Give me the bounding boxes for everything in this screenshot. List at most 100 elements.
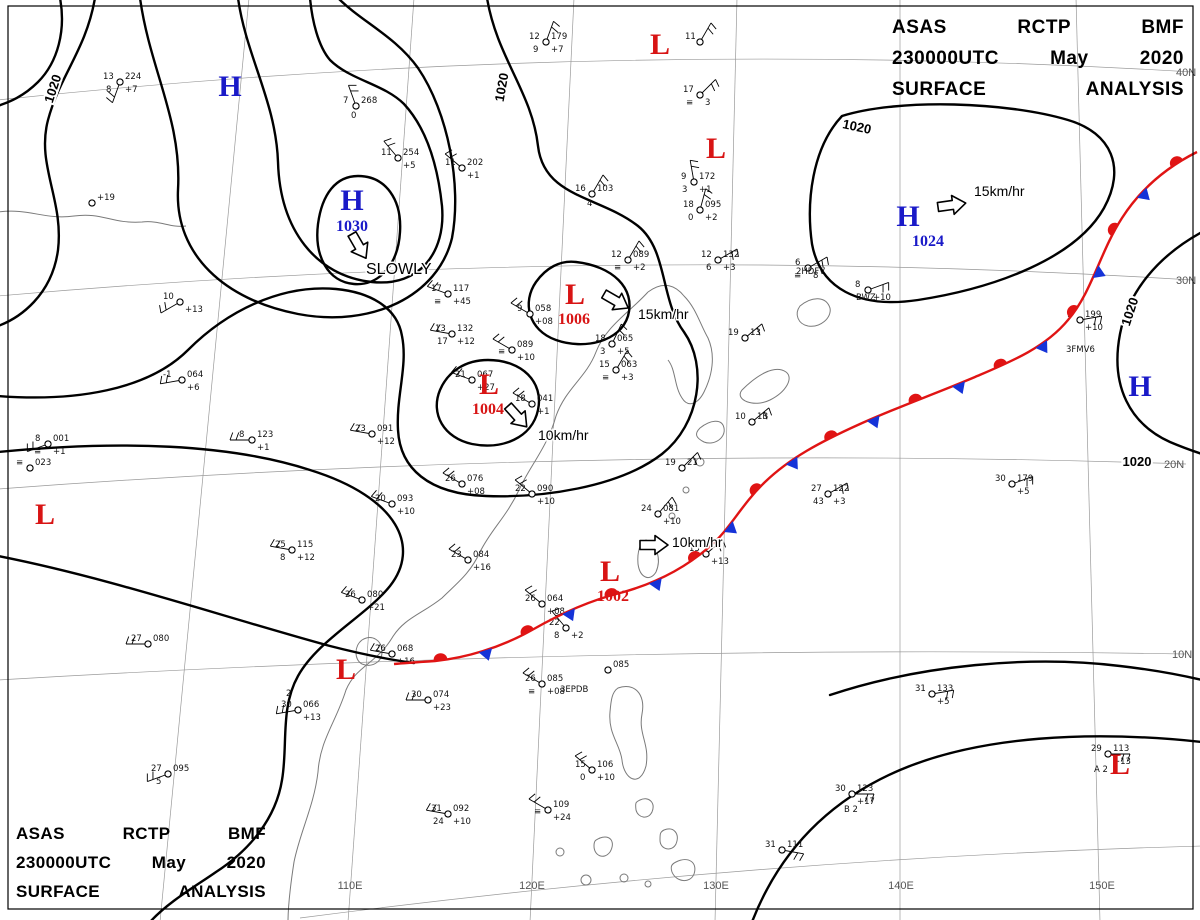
wind-barb-tick bbox=[846, 482, 849, 491]
station-value: +45 bbox=[453, 297, 471, 307]
misc-label: 2HDFV bbox=[796, 267, 825, 277]
warm-front-semicircle bbox=[749, 483, 762, 496]
station-circle bbox=[248, 436, 256, 444]
front-marker-warm bbox=[688, 551, 701, 563]
wind-barb-tick bbox=[164, 302, 167, 311]
wind-barb bbox=[751, 407, 770, 423]
front-marker-cold bbox=[562, 608, 575, 622]
wind-barb-tick bbox=[705, 188, 713, 194]
pressure-letter: H bbox=[1128, 370, 1151, 403]
island bbox=[668, 512, 676, 520]
station-value: 27 bbox=[151, 764, 162, 774]
station-value: 3 bbox=[682, 185, 687, 195]
station-value: 30 bbox=[411, 690, 422, 700]
station-value: 117 bbox=[453, 284, 469, 294]
latitude-label: 20N bbox=[1164, 459, 1184, 471]
wind-barb-tick bbox=[529, 589, 537, 595]
wind-barb bbox=[270, 545, 293, 551]
front-marker-cold bbox=[1092, 265, 1106, 279]
station: 17 117 ≡ +45 bbox=[426, 280, 471, 307]
cold-front-triangle bbox=[951, 381, 965, 395]
wind-barb bbox=[524, 589, 543, 605]
title-line-2: 230000UTC May 2020 bbox=[16, 853, 266, 872]
station: 30 074 +23 bbox=[405, 690, 451, 713]
longitude-label: 150E bbox=[1089, 880, 1115, 892]
isobar bbox=[435, 358, 541, 447]
station-value: 8 bbox=[554, 631, 559, 641]
wind-barb-tick bbox=[229, 432, 234, 441]
parallel-line bbox=[0, 457, 1187, 490]
wind-barb-tick bbox=[736, 248, 739, 257]
wind-barb bbox=[1011, 476, 1033, 485]
wind-barb-tick bbox=[517, 390, 525, 397]
station-value: 17 bbox=[683, 85, 694, 95]
station-circle bbox=[116, 78, 124, 86]
wind-barb-tick bbox=[722, 539, 727, 548]
title-line-1: ASAS RCTP BMF bbox=[892, 17, 1184, 38]
station: 13 224 8 +7 bbox=[103, 72, 141, 104]
station-value: ≡ bbox=[686, 98, 693, 108]
wind-barb-tick bbox=[626, 350, 633, 358]
wind-barb bbox=[383, 140, 399, 159]
station: 109 ≡ +24 bbox=[528, 793, 571, 823]
wind-barb-tick bbox=[387, 142, 396, 147]
isobar bbox=[808, 103, 1116, 304]
station-value: +10 bbox=[663, 517, 681, 527]
station: 24 081 +10 bbox=[641, 496, 681, 527]
wind-barb-tick bbox=[951, 690, 955, 699]
station-circle bbox=[528, 490, 536, 498]
station-value: +10 bbox=[597, 773, 615, 783]
wind-barb bbox=[867, 282, 889, 291]
station-value: +13 bbox=[1113, 757, 1131, 767]
cold-front-triangle bbox=[723, 521, 737, 534]
station-value: 8 bbox=[280, 553, 285, 563]
station-value: 0 bbox=[688, 213, 693, 223]
station-circle bbox=[508, 346, 516, 354]
wind-barb-tick bbox=[524, 585, 533, 591]
station-value: +10 bbox=[397, 507, 415, 517]
wind-barb-tick bbox=[269, 539, 275, 547]
coastline bbox=[287, 291, 649, 920]
island bbox=[619, 873, 629, 883]
wind-barb-tick bbox=[515, 300, 523, 307]
wind-barb-tick bbox=[456, 368, 463, 375]
wind-barb-tick bbox=[448, 543, 456, 550]
wind-barb-tick bbox=[159, 305, 162, 314]
wind-barb bbox=[348, 85, 357, 107]
wind-barb bbox=[528, 798, 549, 811]
wind-barb-tick bbox=[710, 22, 717, 30]
station-value: 20 bbox=[375, 494, 386, 504]
station-value: +12 bbox=[457, 337, 475, 347]
station-value: 31 bbox=[915, 684, 926, 694]
wind-barb-tick bbox=[370, 490, 377, 497]
island bbox=[555, 847, 565, 857]
wind-barb-tick bbox=[159, 375, 163, 384]
station: 26 080 +21 bbox=[340, 586, 385, 613]
wind-barb bbox=[442, 472, 463, 485]
station-value: 26 bbox=[445, 474, 456, 484]
station-value: 10 bbox=[735, 412, 746, 422]
station-circle bbox=[1076, 316, 1084, 324]
station-circle bbox=[444, 810, 452, 818]
wind-barb-tick bbox=[376, 492, 383, 499]
station: 20 093 +10 bbox=[370, 490, 415, 517]
station-value: 9 bbox=[517, 304, 522, 314]
station-circle bbox=[612, 366, 620, 374]
coastline bbox=[796, 298, 831, 327]
station: 7 268 0 bbox=[343, 84, 377, 121]
station-value: +12 bbox=[377, 437, 395, 447]
warm-front-semicircle bbox=[908, 393, 923, 404]
station-value: 11 bbox=[445, 158, 456, 168]
movement-arrow bbox=[347, 230, 369, 260]
station: +19 bbox=[88, 193, 115, 207]
isobar-value: 1020 bbox=[1118, 296, 1141, 328]
station-value: 065 bbox=[617, 334, 633, 344]
wind-barb-tick bbox=[1126, 753, 1131, 762]
wind-barb-tick bbox=[453, 546, 461, 553]
wind-barb-tick bbox=[442, 467, 450, 474]
chart-title-bottom-left: ASAS RCTP BMF 230000UTC May 2020 SURFACE… bbox=[16, 819, 266, 906]
station: 27 080 bbox=[125, 634, 169, 648]
station: 27 122 43 +3 bbox=[811, 482, 849, 507]
wind-barb bbox=[827, 482, 848, 495]
